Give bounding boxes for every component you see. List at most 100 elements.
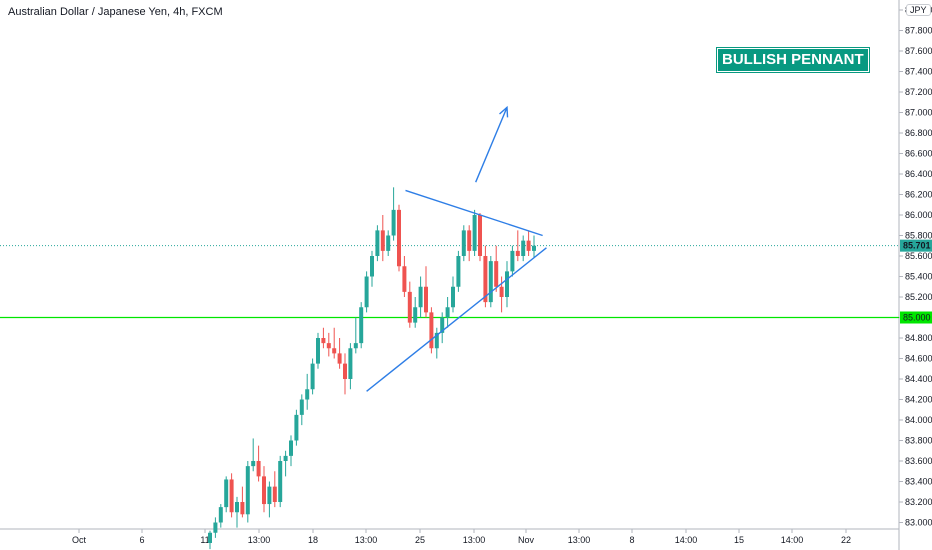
candle bbox=[402, 256, 407, 297]
candle bbox=[245, 461, 250, 523]
candle bbox=[235, 496, 239, 528]
time-tick-label: 8 bbox=[629, 535, 634, 545]
price-tick-label: 86.000 bbox=[905, 210, 932, 220]
price-tick-label: 83.200 bbox=[905, 497, 932, 507]
candle-body bbox=[472, 215, 477, 251]
candle-body bbox=[413, 307, 418, 323]
candle bbox=[494, 245, 499, 292]
time-tick-label: 13:00 bbox=[463, 535, 486, 545]
candle-body bbox=[364, 276, 369, 308]
candle-body bbox=[440, 317, 445, 333]
candle-body bbox=[386, 235, 391, 251]
price-tick-label: 84.000 bbox=[905, 415, 932, 425]
candle bbox=[283, 450, 288, 477]
candle-body bbox=[397, 209, 401, 267]
candle bbox=[348, 343, 353, 390]
candle bbox=[467, 225, 472, 262]
candle bbox=[488, 256, 493, 308]
candles bbox=[208, 187, 536, 550]
candle bbox=[521, 235, 526, 262]
candle-body bbox=[391, 209, 396, 236]
candle-body bbox=[499, 286, 504, 297]
candle-body bbox=[289, 440, 293, 456]
candle bbox=[451, 276, 455, 313]
candle bbox=[526, 230, 531, 256]
candle-body bbox=[272, 486, 277, 502]
candle-body bbox=[208, 532, 212, 543]
candle-body bbox=[240, 502, 245, 515]
candle-body bbox=[380, 230, 385, 251]
candle bbox=[316, 332, 320, 369]
price-tick-label: 85.400 bbox=[905, 272, 932, 282]
candle-body bbox=[326, 343, 331, 349]
candle bbox=[478, 212, 482, 262]
last-price-label: 85.701 bbox=[903, 241, 931, 251]
candle-body bbox=[283, 455, 288, 461]
candle-body bbox=[510, 250, 515, 272]
time-tick-label: 6 bbox=[139, 535, 144, 545]
time-tick-label: Nov bbox=[518, 535, 535, 545]
candle bbox=[332, 327, 337, 359]
candle-body bbox=[478, 215, 482, 256]
candle-body bbox=[407, 291, 412, 323]
candle bbox=[343, 353, 347, 395]
candle bbox=[391, 187, 396, 241]
candle bbox=[418, 276, 423, 318]
candle bbox=[267, 481, 272, 518]
candle bbox=[364, 271, 369, 313]
price-tick-label: 86.400 bbox=[905, 169, 932, 179]
candle bbox=[386, 230, 391, 256]
candle-body bbox=[267, 486, 272, 505]
candle-body bbox=[483, 256, 488, 303]
candle-body bbox=[429, 312, 434, 349]
candle-body bbox=[359, 307, 364, 344]
candle bbox=[472, 209, 477, 256]
candle-body bbox=[343, 363, 347, 379]
candle bbox=[461, 225, 466, 262]
price-tick-label: 87.800 bbox=[905, 26, 932, 36]
candle-body bbox=[278, 461, 283, 502]
support-price-tag bbox=[900, 311, 932, 324]
pennant-upper-trendline bbox=[405, 189, 543, 237]
price-tick-label: 86.800 bbox=[905, 128, 932, 138]
time-tick-label: Oct bbox=[72, 535, 87, 545]
candle bbox=[224, 476, 229, 513]
candle bbox=[256, 445, 261, 482]
candle-body bbox=[224, 479, 229, 508]
candle-body bbox=[332, 348, 337, 354]
price-tick-label: 85.600 bbox=[905, 251, 932, 261]
candle-body bbox=[434, 332, 439, 349]
candle bbox=[397, 204, 401, 272]
candle bbox=[305, 373, 310, 410]
candle bbox=[499, 276, 504, 313]
candle-body bbox=[467, 230, 472, 251]
time-tick-label: 13:00 bbox=[568, 535, 591, 545]
price-tick-label: 84.200 bbox=[905, 395, 932, 405]
candle-body bbox=[218, 507, 223, 523]
candle bbox=[505, 261, 509, 308]
candle bbox=[213, 517, 218, 538]
candle bbox=[510, 245, 515, 277]
price-tick-label: 84.800 bbox=[905, 333, 932, 343]
price-tick-label: 87.200 bbox=[905, 87, 932, 97]
price-tick-label: 83.600 bbox=[905, 456, 932, 466]
candle-body bbox=[445, 307, 450, 318]
axis-labels: 85.701 bbox=[900, 239, 932, 252]
time-tick-label: 11 bbox=[200, 535, 209, 545]
currency-button[interactable]: JPY bbox=[906, 4, 931, 16]
candle bbox=[440, 312, 445, 344]
candle-body bbox=[245, 466, 250, 515]
candle-body bbox=[375, 230, 380, 256]
price-tick-label: 87.600 bbox=[905, 46, 932, 56]
candle bbox=[251, 438, 256, 472]
time-tick-label: 13:00 bbox=[355, 535, 378, 545]
price-tick-label: 84.600 bbox=[905, 354, 932, 364]
candle bbox=[299, 394, 304, 426]
candle bbox=[337, 338, 342, 369]
candle bbox=[240, 486, 245, 518]
pennant-lower-trendline bbox=[366, 247, 547, 392]
candle bbox=[429, 307, 434, 354]
candle bbox=[375, 225, 380, 262]
